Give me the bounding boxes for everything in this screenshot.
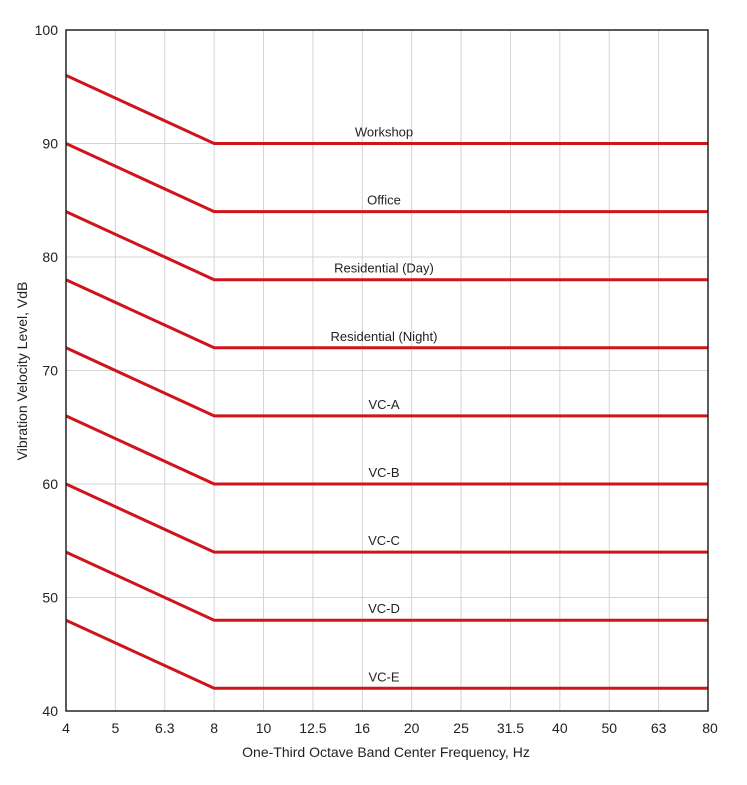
series-line [65,482,708,554]
y-tick-label: 60 [42,476,58,492]
y-tick-label: 100 [35,22,59,38]
series-lines [65,74,708,690]
y-tick-label: 70 [42,363,58,379]
x-tick-labels: 4 5 6.3 8 10 12.5 16 20 25 31.5 40 50 63 80 [62,720,718,736]
x-tick-label: 5 [111,720,119,736]
y-axis-label: Vibration Velocity Level, VdB [14,282,30,461]
series-label: Residential (Day) [334,261,434,276]
y-tick-label: 50 [42,590,58,606]
x-axis-label: One-Third Octave Band Center Frequency, … [242,744,530,760]
series-line [65,414,708,486]
x-tick-label: 10 [256,720,272,736]
series-label: Workshop [355,125,413,140]
series-label: VC-E [368,669,399,684]
x-tick-label: 31.5 [497,720,524,736]
series-line [65,210,708,282]
plot-frame [65,29,709,712]
x-tick-label: 8 [210,720,218,736]
x-tick-label: 12.5 [299,720,326,736]
x-tick-label: 80 [702,720,718,736]
y-tick-label: 90 [42,136,58,152]
series-line [65,550,708,622]
y-tick-label: 40 [42,703,58,719]
series-line [65,142,708,214]
series-label: VC-C [368,533,400,548]
x-tick-label: 4 [62,720,70,736]
x-tick-label: 63 [651,720,667,736]
y-tick-labels: 40 50 60 70 80 90 100 [35,22,59,719]
series-line [65,618,708,690]
y-tick-label: 80 [42,249,58,265]
series-label: VC-A [368,397,399,412]
x-tick-label: 25 [453,720,469,736]
x-tick-label: 6.3 [155,720,175,736]
series-line [65,278,708,350]
series-line [65,74,708,145]
series-label: Office [367,193,401,208]
x-tick-label: 40 [552,720,568,736]
series-label: Residential (Night) [331,329,438,344]
x-tick-label: 20 [404,720,420,736]
series-labels: Workshop Office Residential (Day) Residenti… [331,125,438,685]
series-line [65,346,708,418]
series-label: VC-D [368,601,400,616]
x-tick-label: 16 [355,720,371,736]
series-label: VC-B [368,465,399,480]
x-tick-label: 50 [601,720,617,736]
